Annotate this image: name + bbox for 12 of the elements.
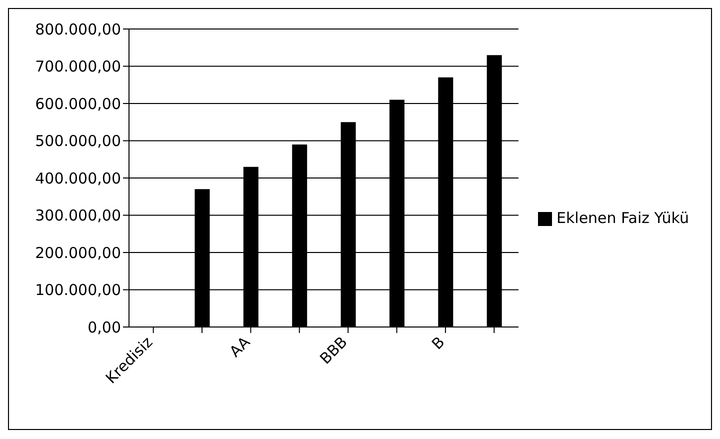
y-tick-label: 200.000,00: [35, 244, 121, 262]
y-tick-label: 400.000,00: [35, 169, 121, 188]
y-tick-label: 800.000,00: [35, 20, 121, 38]
x-tick-label: B: [428, 333, 448, 354]
legend-label: Eklenen Faiz Yükü: [556, 209, 689, 227]
y-tick-label: 700.000,00: [35, 58, 121, 76]
y-tick-label: 600.000,00: [35, 94, 121, 113]
x-tick-label: AA: [226, 332, 254, 361]
y-tick-label: 0,00: [88, 318, 121, 336]
y-tick-label: 300.000,00: [35, 206, 121, 225]
y-tick-label: 500.000,00: [35, 132, 121, 150]
y-tick-label: 100.000,00: [35, 281, 121, 300]
